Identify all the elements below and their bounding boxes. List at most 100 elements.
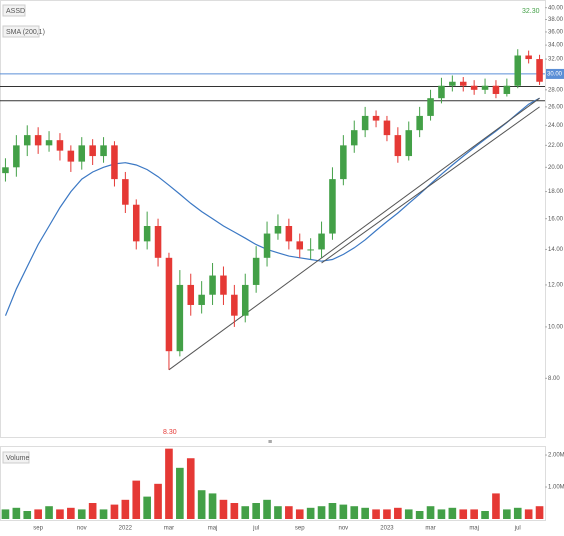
volume-tick-label: 2.00M <box>548 453 564 459</box>
price-badge-label: 30.00 <box>547 72 563 78</box>
candle-body <box>34 135 42 146</box>
volume-bar <box>45 506 53 519</box>
y-tick-label: 40.00 <box>548 5 564 11</box>
candle-body <box>23 135 31 146</box>
candle-body <box>143 225 151 242</box>
candle-body <box>459 81 467 86</box>
candle-body <box>111 145 118 180</box>
volume-bar <box>339 504 348 519</box>
volume-bar <box>77 509 86 519</box>
volume-bar <box>252 503 260 519</box>
trendline <box>321 106 540 264</box>
volume-bar <box>459 509 468 519</box>
volume-bar <box>186 458 195 519</box>
candle-body <box>525 55 532 60</box>
volume-bar <box>165 448 173 519</box>
candle-body <box>361 115 369 131</box>
candle-body <box>372 115 380 121</box>
candle-body <box>45 140 53 146</box>
volume-bar <box>317 506 326 519</box>
volume-bar <box>208 493 217 519</box>
volume-bar <box>219 499 228 519</box>
sma-legend: SMA (200,1) <box>6 29 45 36</box>
candle-body <box>350 130 358 146</box>
volume-bar <box>99 509 108 519</box>
candle-body <box>503 85 511 94</box>
sma-line <box>4 97 540 316</box>
price-frame <box>0 0 546 438</box>
candle-body <box>383 120 391 136</box>
volume-bar <box>481 511 489 519</box>
candle-body <box>67 150 75 162</box>
volume-bar <box>470 509 478 519</box>
candle-body <box>100 145 107 157</box>
y-tick-label: 24.00 <box>548 123 564 129</box>
last-price-annotation: 32.30 <box>522 8 540 15</box>
candle-body <box>394 135 402 157</box>
candle-body <box>198 294 205 305</box>
x-tick-label: nov <box>339 526 349 532</box>
volume-bar <box>1 509 10 519</box>
x-tick-label: jul <box>252 526 259 532</box>
candle-body <box>2 167 9 174</box>
candle-body <box>285 225 293 242</box>
candle-body <box>514 55 522 86</box>
volume-bar <box>197 490 206 519</box>
y-tick-label: 16.00 <box>548 216 564 222</box>
candle-body <box>416 115 423 131</box>
x-tick-label: sep <box>33 526 43 532</box>
volume-bar <box>448 507 457 519</box>
candle-body <box>132 204 140 242</box>
volume-bar <box>372 509 380 519</box>
volume-bar <box>12 507 21 519</box>
candle-body <box>89 145 96 157</box>
x-tick-label: 2023 <box>380 526 394 532</box>
x-tick-label: maj <box>208 526 218 532</box>
candle-body <box>220 275 227 295</box>
volume-bar <box>513 507 522 519</box>
y-tick-label: 8.00 <box>548 376 560 382</box>
volume-bar <box>143 496 151 519</box>
volume-bar <box>426 506 435 519</box>
volume-bar <box>361 507 369 519</box>
y-tick-label: 38.00 <box>548 17 564 23</box>
volume-legend-box <box>2 451 30 464</box>
volume-tick-label: 1.00M <box>548 485 564 491</box>
candle-body <box>340 145 347 180</box>
y-tick-label: 32.00 <box>548 57 564 63</box>
volume-bar <box>230 503 239 519</box>
x-tick-label: sep <box>295 526 305 532</box>
candle-body <box>165 257 173 352</box>
volume-bar <box>535 506 544 519</box>
candle-body <box>252 257 260 285</box>
y-tick-label: 18.00 <box>548 189 564 195</box>
volume-frame <box>0 446 546 521</box>
volume-legend: Volume <box>6 455 29 462</box>
candle-body <box>536 59 543 82</box>
volume-bar <box>285 506 293 519</box>
candle-body <box>231 294 238 316</box>
trendline <box>168 97 540 371</box>
candle-body <box>56 140 64 151</box>
volume-bar <box>67 507 75 519</box>
volume-bar <box>176 467 184 519</box>
y-tick-label: 28.00 <box>548 87 564 93</box>
y-tick-label: 10.00 <box>548 324 564 330</box>
volume-bar <box>394 507 402 519</box>
x-tick-label: maj <box>469 526 479 532</box>
volume-bar <box>23 511 32 519</box>
candle-body <box>427 98 434 116</box>
volume-bar <box>350 506 359 519</box>
volume-bar <box>404 509 413 519</box>
candle-body <box>405 130 413 157</box>
candle-body <box>470 85 478 90</box>
volume-bar <box>56 509 64 519</box>
candle-body <box>329 179 336 234</box>
volume-bar <box>383 509 391 519</box>
candle-body <box>122 179 129 205</box>
volume-bar <box>415 511 424 519</box>
price-badge <box>546 68 564 79</box>
candle-body <box>449 81 456 86</box>
volume-bar <box>274 506 282 519</box>
